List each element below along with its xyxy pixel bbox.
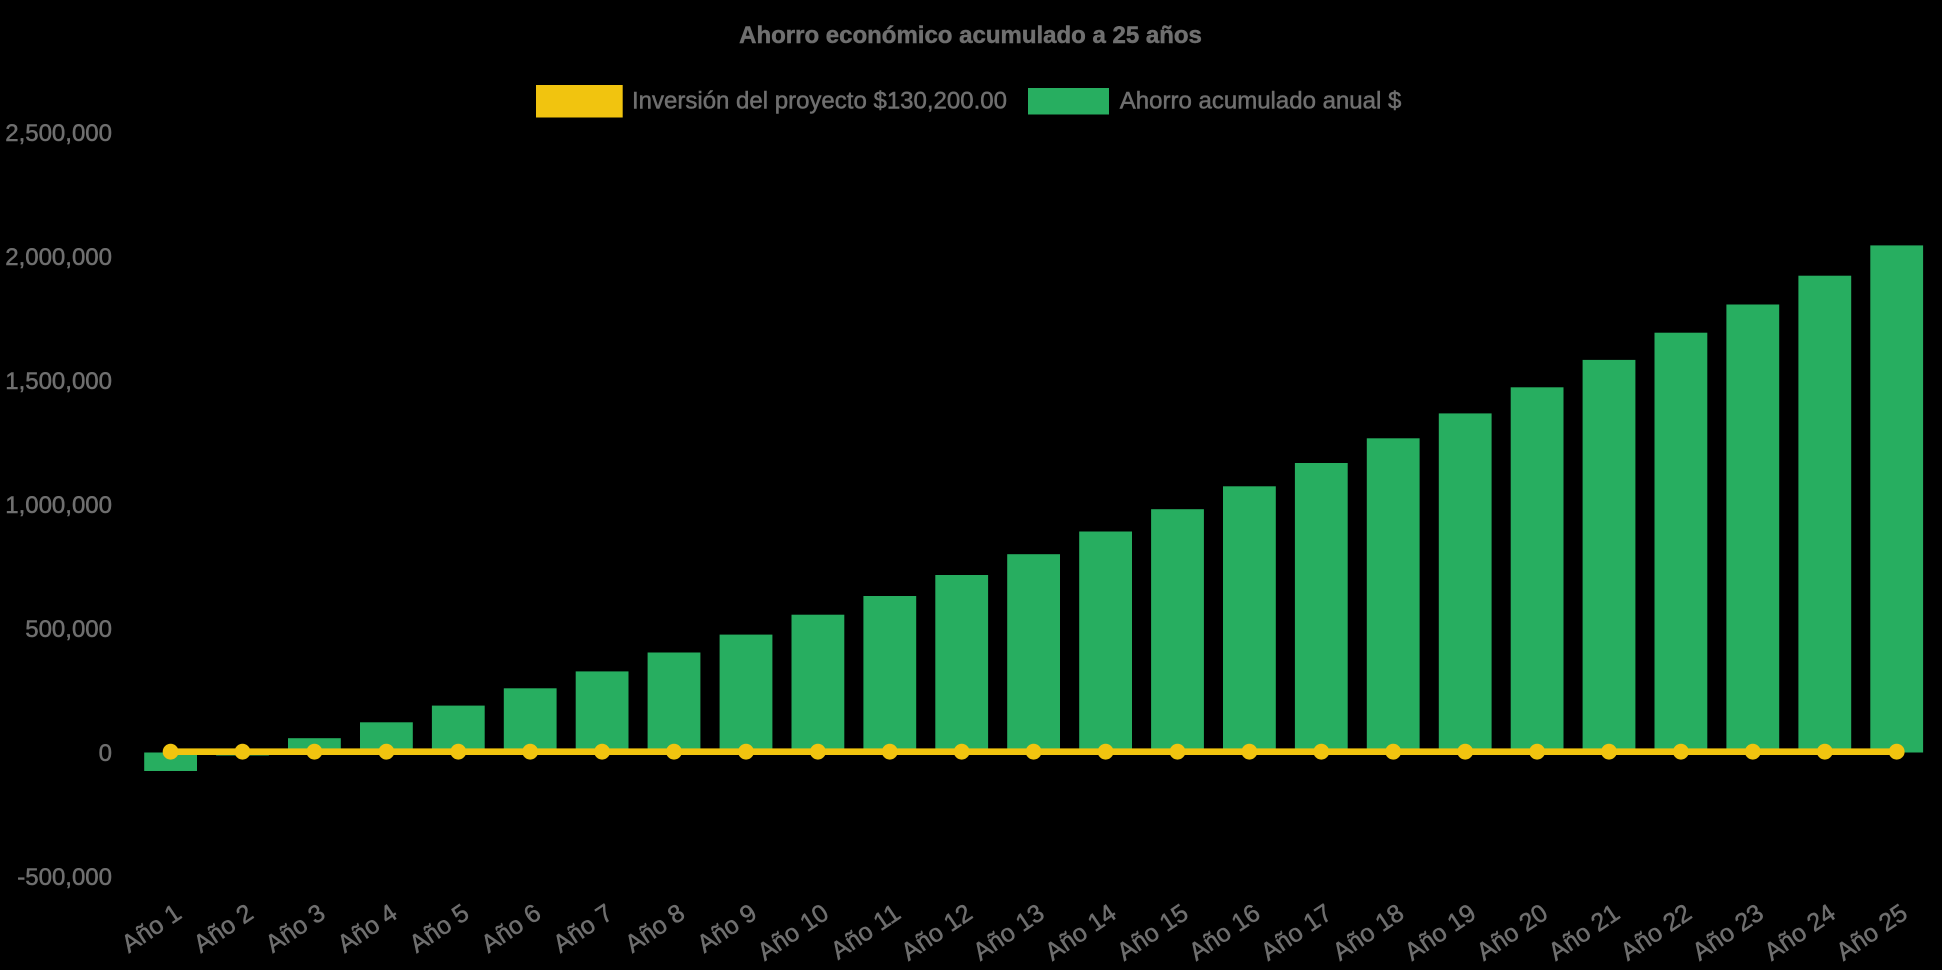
svg-text:1,000,000: 1,000,000 [5,492,112,519]
svg-text:Ahorro acumulado anual $: Ahorro acumulado anual $ [1120,87,1402,114]
svg-text:Ahorro económico acumulado a 2: Ahorro económico acumulado a 25 años [739,22,1202,49]
svg-text:Inversión del proyecto $130,20: Inversión del proyecto $130,200.00 [632,87,1007,114]
svg-text:0: 0 [99,740,112,767]
svg-text:500,000: 500,000 [25,616,112,643]
svg-text:2,500,000: 2,500,000 [5,120,112,147]
svg-text:2,000,000: 2,000,000 [5,244,112,271]
svg-text:-500,000: -500,000 [17,864,112,891]
svg-text:1,500,000: 1,500,000 [5,368,112,395]
